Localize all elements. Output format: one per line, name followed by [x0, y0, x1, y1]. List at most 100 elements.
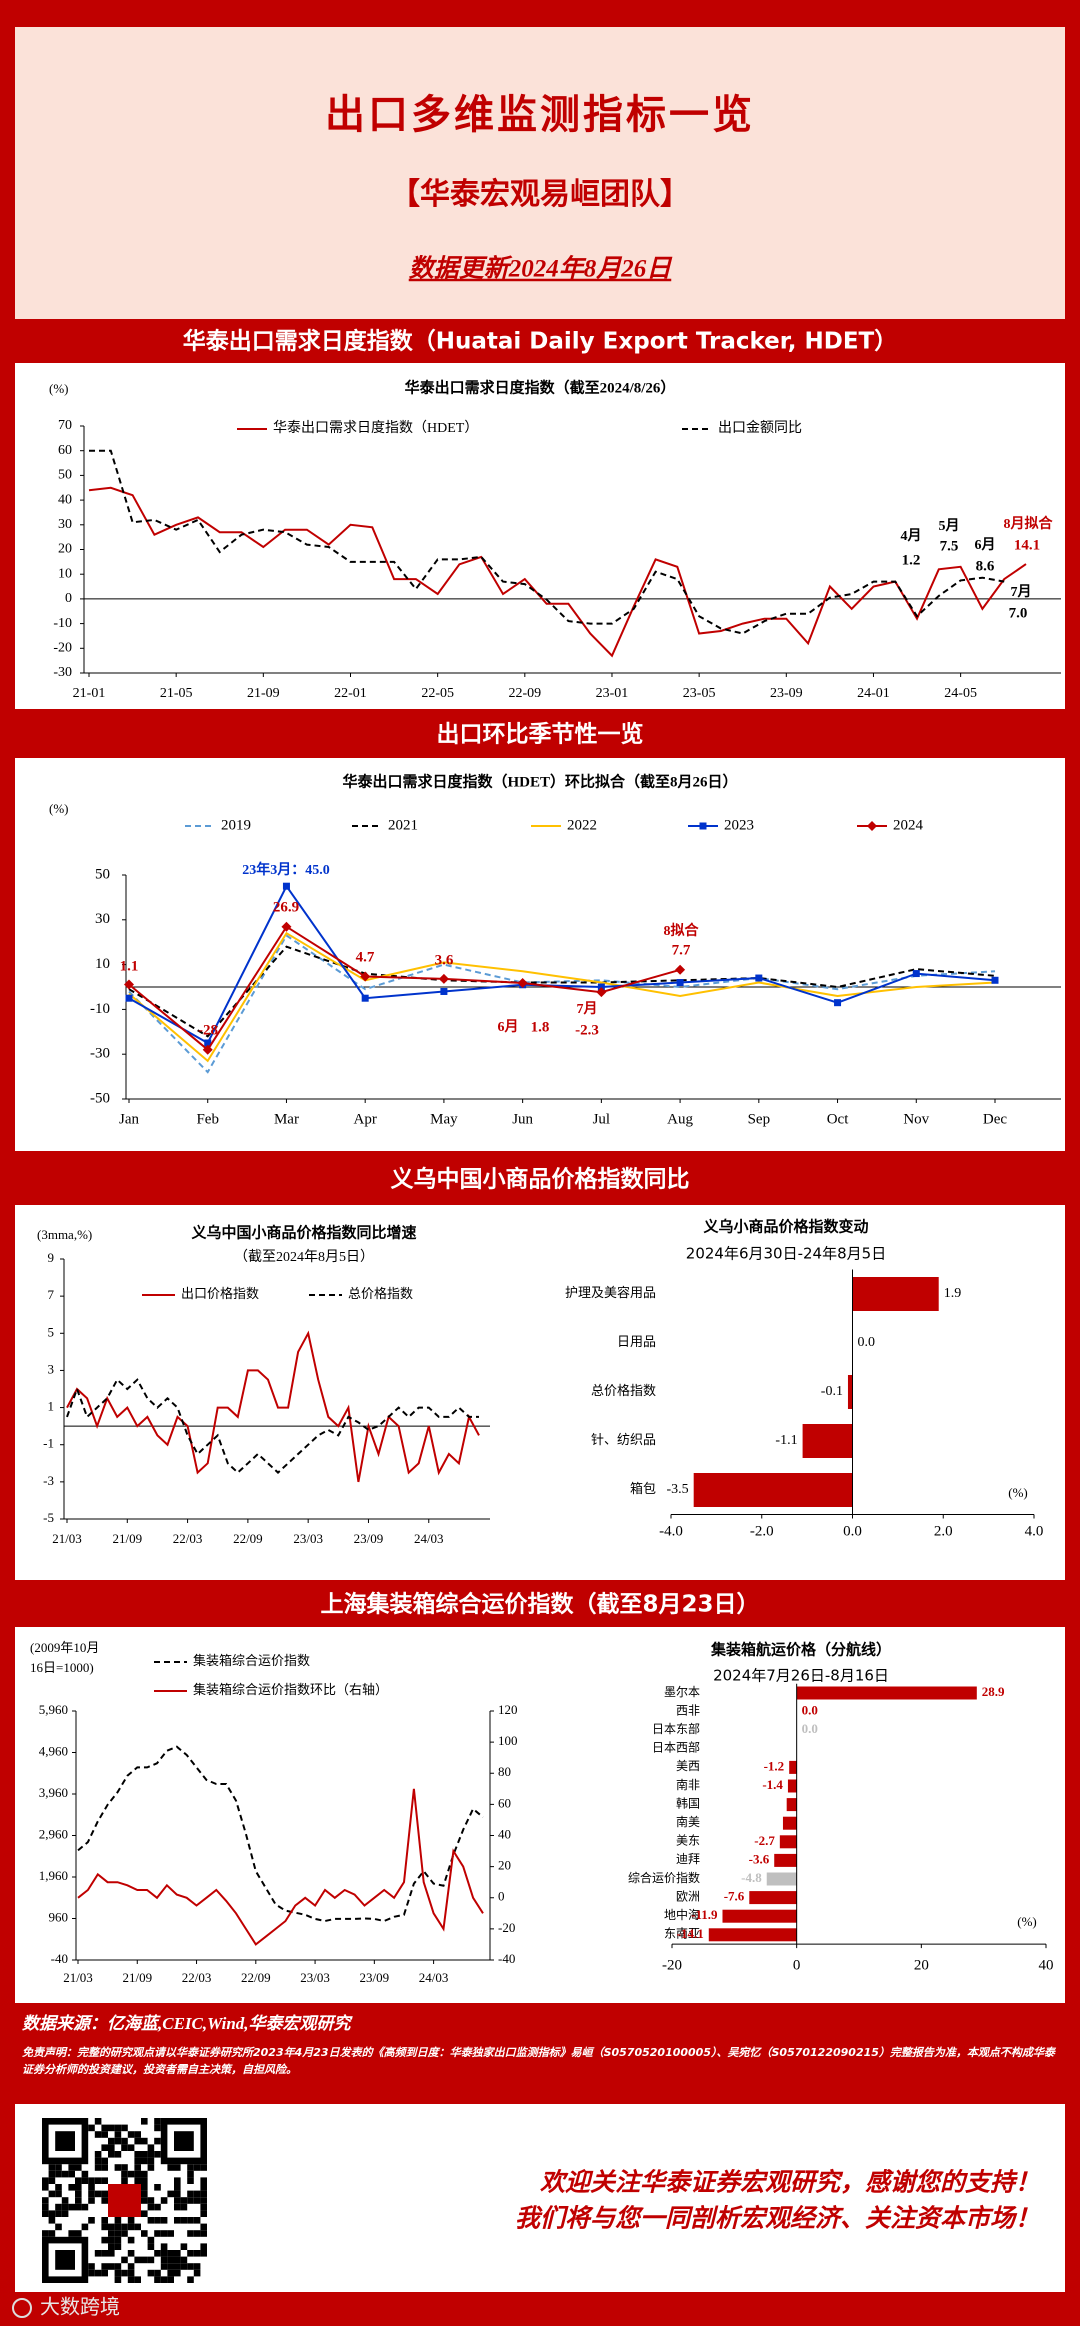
qr-cell — [81, 2177, 89, 2184]
legend-label: 出口价格指数 — [181, 1286, 259, 1301]
data-label: -3.5 — [667, 1482, 689, 1497]
qr-cell — [55, 2223, 62, 2231]
qr-cell — [55, 2203, 62, 2211]
y-tick-label: -10 — [53, 616, 72, 631]
bar — [708, 1928, 797, 1942]
qr-cell — [160, 2250, 168, 2257]
category-label: 美西 — [676, 1759, 700, 1773]
qr-cell — [147, 2164, 155, 2171]
x-tick-label: 23-05 — [683, 686, 716, 701]
data-label: 0.0 — [802, 1703, 818, 1718]
x-tick-label: Mar — [274, 1111, 299, 1127]
y-tick-label: 10 — [58, 566, 72, 581]
x-tick-label: -20 — [662, 1957, 682, 1973]
data-label: 1.8 — [531, 1019, 550, 1035]
x-tick-label: 22/03 — [173, 1531, 203, 1546]
qr-cell — [108, 2230, 115, 2237]
bar — [789, 1760, 797, 1774]
qr-cell — [114, 2263, 122, 2270]
point — [124, 979, 134, 990]
section-title: 义乌中国小商品价格指数同比 — [391, 1166, 690, 1193]
qr-cell — [68, 2230, 75, 2237]
qr-cell — [141, 2157, 148, 2165]
qr-cell — [114, 2164, 122, 2171]
qr-cell — [174, 2164, 181, 2171]
qr-cell — [127, 2236, 135, 2244]
qr-cell — [121, 2230, 128, 2237]
y-tick-label: 2,960 — [39, 1826, 68, 1841]
qr-cell — [160, 2217, 168, 2224]
source: 数据来源：亿海蓝,CEIC,Wind,华泰宏观研究 — [22, 2014, 354, 2033]
category-label: 针、纺织品 — [591, 1432, 656, 1447]
qr-finder — [55, 2131, 75, 2151]
qr-cell — [193, 2230, 201, 2237]
qr-cell — [114, 2236, 122, 2244]
qr-cell — [141, 2151, 148, 2158]
point — [834, 999, 842, 1007]
data-label: 26.9 — [273, 899, 299, 915]
bar — [693, 1473, 853, 1507]
annotation: 7月 — [1011, 584, 1032, 600]
qr-cell — [160, 2276, 168, 2283]
qr-cell — [94, 2151, 102, 2158]
qr-cell — [88, 2197, 95, 2204]
qr-cell — [61, 2197, 69, 2204]
qr-cell — [200, 2250, 207, 2257]
slogan: 欢迎关注华泰证券宏观研究，感谢您的支持！ — [540, 2169, 1040, 2197]
y2-tick-label: 0 — [498, 1889, 505, 1904]
category-label: 总价格指数 — [591, 1383, 656, 1398]
qr-cell — [101, 2177, 108, 2184]
y2-tick-label: -20 — [498, 1920, 515, 1935]
qr-cell — [147, 2157, 155, 2165]
series-line — [77, 1788, 484, 1946]
point — [440, 987, 448, 995]
x-tick-label: 23-09 — [770, 686, 803, 701]
section-title: 华泰出口需求日度指数（Huatai Daily Export Tracker, … — [183, 328, 897, 355]
y-tick-label: 50 — [58, 468, 72, 483]
qr-cell — [81, 2223, 89, 2231]
qr-cell — [75, 2197, 82, 2204]
qr-cell — [68, 2184, 75, 2191]
qr-cell — [193, 2164, 201, 2171]
qr-cell — [42, 2197, 49, 2204]
qr-cell — [42, 2203, 49, 2211]
qr-cell — [101, 2263, 108, 2270]
qr-cell — [200, 2203, 207, 2211]
bar — [847, 1375, 853, 1409]
qr-cell — [127, 2250, 135, 2257]
qr-logo — [108, 2184, 141, 2217]
x-tick-label: 22-01 — [334, 686, 367, 701]
qr-cell — [141, 2184, 148, 2191]
qr-cell — [187, 2230, 194, 2237]
legend-label: 出口金额同比 — [718, 420, 802, 436]
x-tick-label: 23/03 — [300, 1970, 330, 1985]
qr-cell — [101, 2164, 108, 2171]
qr-cell — [167, 2230, 174, 2237]
legend-label: 2022 — [567, 817, 597, 833]
y-tick-label: 3 — [48, 1361, 55, 1376]
qr-cell — [187, 2190, 194, 2198]
qr-cell — [108, 2137, 115, 2145]
bar — [779, 1835, 797, 1849]
qr-cell — [154, 2124, 161, 2132]
x-tick-label: 21/09 — [112, 1531, 142, 1546]
qr-cell — [75, 2203, 82, 2211]
bar — [796, 1686, 977, 1700]
category-label: 地中海 — [664, 1907, 700, 1922]
bar — [749, 1891, 797, 1905]
qr-cell — [121, 2144, 128, 2151]
qr-cell — [147, 2144, 155, 2151]
x-tick-label: Apr — [354, 1111, 377, 1127]
qr-cell — [193, 2269, 201, 2277]
qr-cell — [61, 2203, 69, 2211]
chart-title: 义乌小商品价格指数变动 — [703, 1217, 868, 1235]
watermark: 大数跨境 — [40, 2295, 120, 2319]
point — [125, 994, 133, 1002]
data-label: -7.6 — [724, 1889, 745, 1904]
x-tick-label: 0 — [793, 1957, 801, 1973]
section-title: 上海集装箱综合运价指数（截至8月23日） — [320, 1591, 759, 1618]
qr-cell — [42, 2177, 49, 2184]
qr-cell — [48, 2210, 56, 2217]
series-line — [89, 449, 1005, 635]
